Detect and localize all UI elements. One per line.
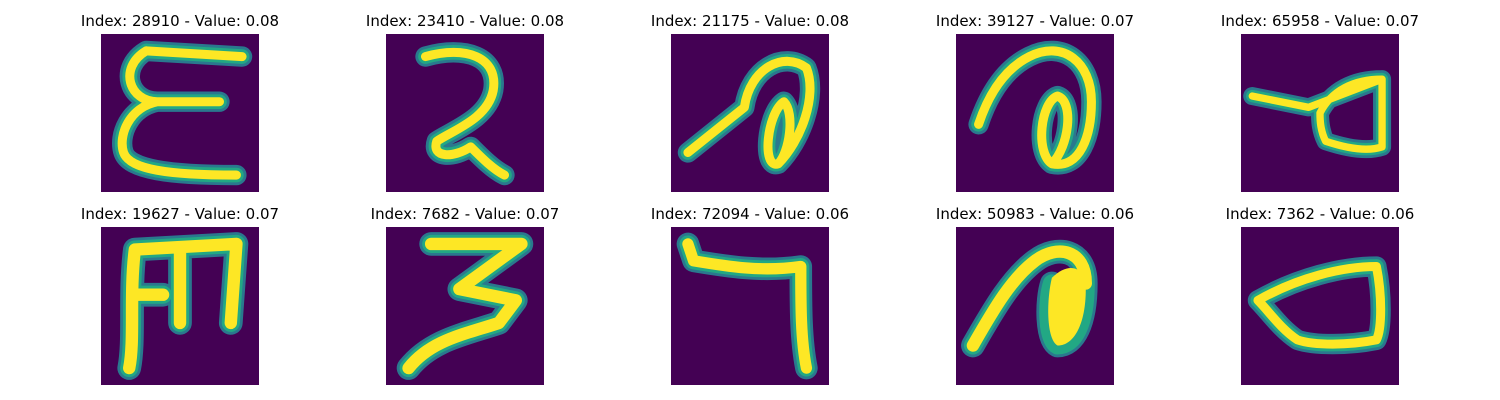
panel-title: Index: 21175 - Value: 0.08: [650, 12, 850, 30]
handwritten-character-image: [386, 34, 544, 192]
panel-7: Index: 7682 - Value: 0.07: [345, 193, 585, 385]
handwritten-character-image: [671, 227, 829, 385]
panel-title: Index: 65958 - Value: 0.07: [1220, 12, 1420, 30]
panel-title: Index: 28910 - Value: 0.08: [80, 12, 280, 30]
panel-title: Index: 7362 - Value: 0.06: [1225, 205, 1415, 223]
handwritten-character-image: [1241, 34, 1399, 192]
panel-title: Index: 23410 - Value: 0.08: [365, 12, 565, 30]
panel-title: Index: 72094 - Value: 0.06: [650, 205, 850, 223]
handwritten-character-image: [956, 34, 1114, 192]
panel-1: Index: 28910 - Value: 0.08: [60, 0, 300, 192]
panel-8: Index: 72094 - Value: 0.06: [630, 193, 870, 385]
panel-title: Index: 39127 - Value: 0.07: [935, 12, 1135, 30]
panel-5: Index: 65958 - Value: 0.07: [1200, 0, 1440, 192]
handwritten-character-image: [101, 34, 259, 192]
handwritten-character-image: [956, 227, 1114, 385]
panel-9: Index: 50983 - Value: 0.06: [915, 193, 1155, 385]
panel-title: Index: 7682 - Value: 0.07: [370, 205, 560, 223]
panel-4: Index: 39127 - Value: 0.07: [915, 0, 1155, 192]
panel-6: Index: 19627 - Value: 0.07: [60, 193, 300, 385]
handwritten-character-image: [1241, 227, 1399, 385]
handwritten-character-image: [671, 34, 829, 192]
handwritten-character-image: [101, 227, 259, 385]
panel-3: Index: 21175 - Value: 0.08: [630, 0, 870, 192]
panel-2: Index: 23410 - Value: 0.08: [345, 0, 585, 192]
panel-title: Index: 50983 - Value: 0.06: [935, 205, 1135, 223]
panel-title: Index: 19627 - Value: 0.07: [80, 205, 280, 223]
handwritten-character-image: [386, 227, 544, 385]
panel-10: Index: 7362 - Value: 0.06: [1200, 193, 1440, 385]
